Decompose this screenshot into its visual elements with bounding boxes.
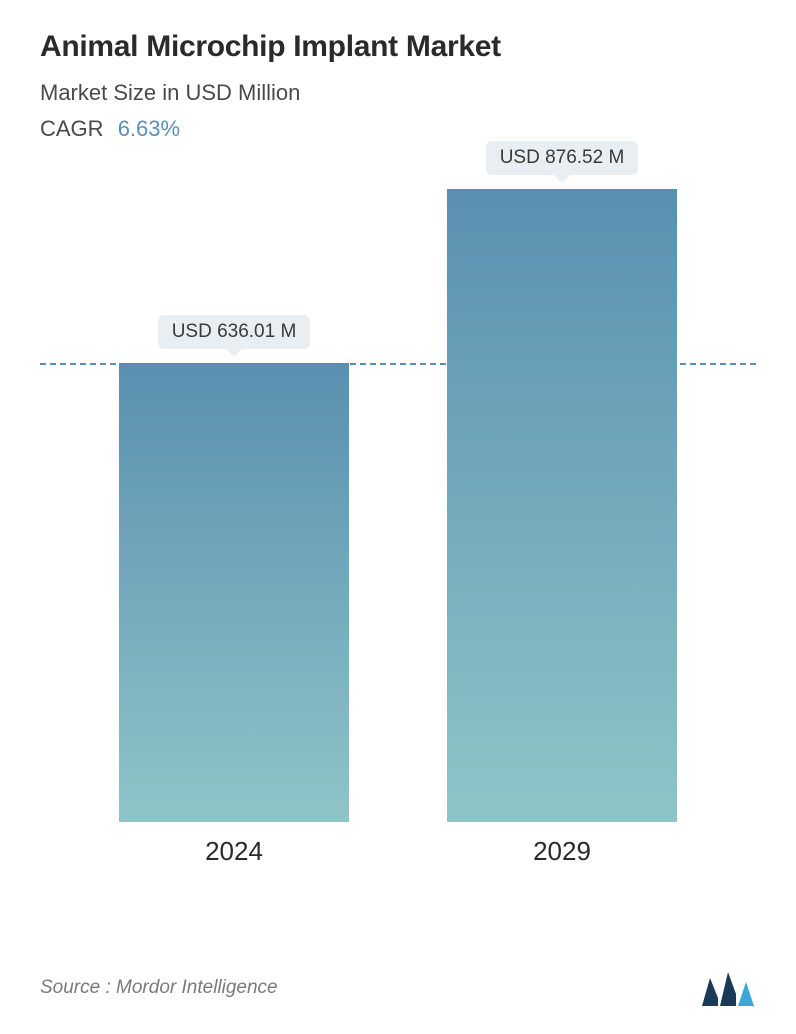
source-text: Source : Mordor Intelligence	[40, 977, 278, 999]
bar-group-1: USD 876.52 M 2029	[437, 141, 687, 822]
bar-1	[447, 189, 677, 822]
chart-footer: Source : Mordor Intelligence	[40, 968, 756, 1008]
bars-wrapper: USD 636.01 M 2024 USD 876.52 M 2029	[40, 172, 756, 822]
bar-group-0: USD 636.01 M 2024	[109, 315, 359, 822]
value-label-0: USD 636.01 M	[158, 315, 311, 349]
year-label-0: 2024	[205, 836, 263, 867]
chart-title: Animal Microchip Implant Market	[40, 30, 756, 64]
bar-0	[119, 363, 349, 822]
mordor-logo-icon	[700, 968, 756, 1008]
year-label-1: 2029	[533, 836, 591, 867]
chart-area: USD 636.01 M 2024 USD 876.52 M 2029	[40, 172, 756, 872]
cagr-value: 6.63%	[118, 116, 180, 141]
cagr-line: CAGR 6.63%	[40, 116, 756, 142]
cagr-label: CAGR	[40, 116, 104, 141]
chart-container: Animal Microchip Implant Market Market S…	[0, 0, 796, 1034]
chart-subtitle: Market Size in USD Million	[40, 80, 756, 106]
value-label-1: USD 876.52 M	[486, 141, 639, 175]
